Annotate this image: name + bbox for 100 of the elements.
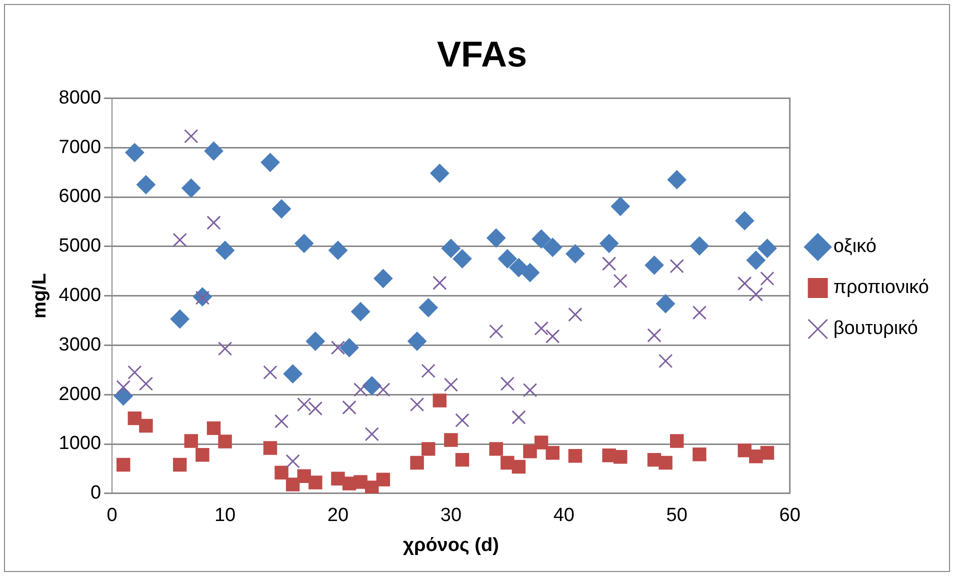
y-tick-label: 5000	[58, 236, 102, 257]
point	[418, 298, 438, 318]
point	[522, 383, 538, 398]
point	[376, 472, 390, 486]
point	[116, 380, 130, 394]
point	[296, 397, 312, 412]
point	[376, 382, 390, 397]
point	[306, 332, 325, 351]
x-axis-title: χρόνος (d)	[403, 534, 499, 556]
point	[128, 365, 142, 380]
point	[658, 456, 672, 470]
point	[260, 152, 280, 172]
point	[170, 310, 190, 329]
point	[444, 378, 458, 392]
point	[410, 397, 424, 412]
point	[486, 228, 506, 248]
point	[365, 480, 379, 494]
point	[602, 256, 616, 271]
point	[746, 250, 766, 270]
point	[286, 454, 300, 468]
point	[670, 434, 684, 448]
point	[520, 263, 540, 282]
point	[644, 256, 664, 275]
y-tick-label: 8000	[58, 87, 102, 108]
x-tick-label: 10	[214, 505, 236, 526]
point	[690, 236, 709, 256]
point	[735, 211, 754, 230]
legend-label: οξικό	[833, 236, 876, 258]
point	[692, 305, 707, 320]
chart-title: VFAs	[436, 34, 528, 75]
point	[340, 338, 359, 358]
point	[274, 414, 289, 428]
point	[568, 448, 582, 463]
point	[532, 229, 551, 248]
y-tick-label: 3000	[58, 334, 102, 356]
point	[430, 164, 450, 183]
point	[489, 442, 503, 456]
legend-label: προπιονικό	[833, 277, 930, 298]
point	[614, 450, 628, 464]
point	[568, 307, 582, 322]
point	[543, 238, 562, 257]
point	[283, 364, 302, 384]
point	[263, 365, 278, 380]
point	[534, 321, 548, 336]
x-tick-label: 50	[666, 505, 688, 526]
y-tick-label: 7000	[58, 136, 102, 158]
x-tick-label: 30	[440, 505, 462, 526]
y-axis-title: mg/L	[30, 272, 51, 318]
point	[308, 476, 322, 490]
point	[546, 446, 560, 460]
point	[610, 196, 630, 216]
point	[421, 442, 436, 456]
point	[196, 448, 210, 462]
point	[455, 413, 470, 428]
point	[566, 244, 585, 264]
point	[410, 456, 424, 470]
point	[600, 234, 619, 253]
point	[308, 401, 323, 416]
point	[263, 441, 278, 455]
point	[204, 142, 224, 161]
point	[294, 234, 314, 253]
point	[656, 294, 676, 314]
point	[351, 302, 370, 322]
point	[512, 410, 526, 424]
y-tick-label: 4000	[58, 285, 102, 306]
point	[286, 478, 300, 492]
point	[172, 458, 187, 472]
point	[534, 436, 548, 450]
point	[760, 446, 774, 460]
point	[328, 240, 348, 260]
point	[455, 452, 470, 467]
point	[136, 175, 156, 194]
point	[218, 434, 232, 448]
point	[441, 238, 460, 258]
point	[184, 434, 198, 448]
y-tick-label: 1000	[58, 433, 102, 454]
point	[432, 394, 447, 408]
point	[432, 276, 447, 290]
point	[738, 444, 752, 458]
point	[182, 178, 201, 198]
point	[452, 249, 472, 268]
point	[758, 238, 777, 258]
point	[274, 466, 288, 480]
point	[125, 143, 144, 162]
point	[498, 249, 517, 268]
point	[216, 240, 235, 260]
point	[172, 232, 187, 248]
point	[692, 448, 706, 462]
point	[206, 216, 221, 230]
point	[444, 433, 458, 447]
point	[658, 354, 673, 368]
x-tick-label: 40	[553, 505, 574, 526]
point	[421, 364, 436, 378]
point	[272, 199, 292, 218]
x-tick-label: 0	[106, 505, 118, 526]
point	[647, 328, 662, 342]
point	[408, 332, 427, 351]
point	[362, 376, 382, 396]
point	[364, 427, 379, 442]
point	[667, 170, 686, 190]
